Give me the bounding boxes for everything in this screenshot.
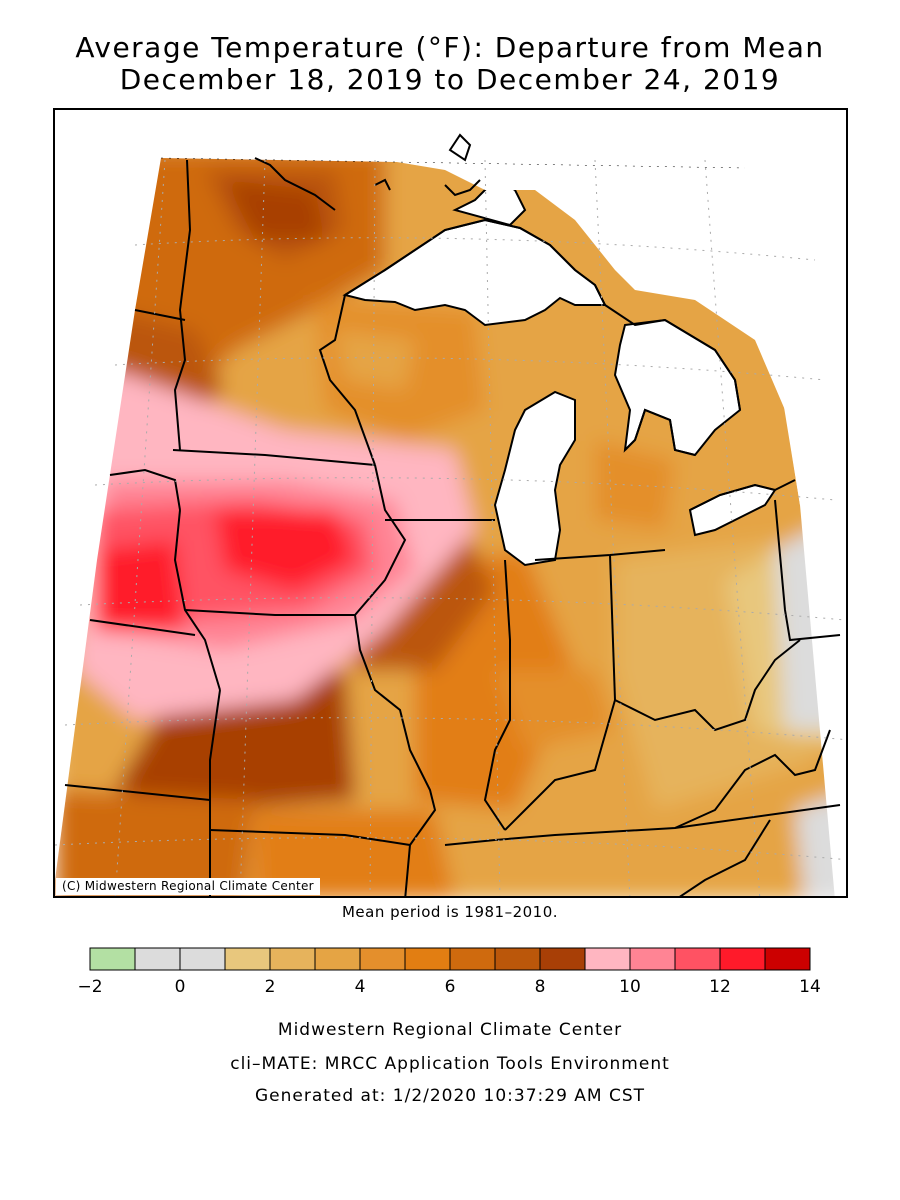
footer-organization: Midwestern Regional Climate Center [277, 1020, 623, 1040]
legend-swatch [539, 947, 586, 971]
wv-va [674, 729, 831, 829]
mo-east [354, 614, 437, 896]
ia-west [173, 509, 221, 691]
legend-tick-label: 8 [535, 977, 546, 997]
legend-swatch [359, 947, 406, 971]
map-panel: (C) Midwestern Regional Climate Center [53, 108, 848, 898]
legend-tick-label: 2 [265, 977, 276, 997]
ky-tn-border [444, 804, 841, 846]
footer-application: cli–MATE: MRCC Application Tools Environ… [230, 1054, 670, 1074]
oh-pa-border [774, 499, 841, 642]
legend-swatch [269, 947, 316, 971]
oh-in-ky-river [504, 639, 801, 831]
legend-swatch [179, 947, 226, 971]
mo-west [209, 689, 221, 896]
ia-wi-il-border [354, 464, 407, 616]
legend-tick-label: 12 [709, 977, 731, 997]
legend-swatch [764, 947, 811, 971]
legend-swatch [224, 947, 271, 971]
map-title-line-1: Average Temperature (°F): Departure from… [75, 31, 825, 64]
legend-swatch [674, 947, 721, 971]
state-boundaries [64, 159, 841, 896]
graticule [55, 159, 846, 896]
footer-generated-time: Generated at: 1/2/2020 10:37:29 AM CST [254, 1086, 646, 1106]
mn-ia-border [172, 449, 376, 466]
legend-swatches [89, 947, 811, 971]
legend-tick-label: 10 [619, 977, 641, 997]
nd-sd-border [134, 309, 186, 321]
map-copyright: (C) Midwestern Regional Climate Center [56, 878, 320, 895]
legend-tick-label: 0 [175, 977, 186, 997]
legend-swatch [719, 947, 766, 971]
legend-swatch [449, 947, 496, 971]
legend-tick-labels: −2 0 2 4 6 8 10 12 14 [77, 977, 820, 997]
map-title-line-2: December 18, 2019 to December 24, 2019 [119, 63, 781, 96]
coastlines [254, 133, 796, 511]
domain-outline [160, 157, 746, 169]
tn-south [679, 819, 771, 896]
mn-wi-border [318, 294, 376, 466]
lake-michigan [493, 390, 576, 567]
legend-swatch [404, 947, 451, 971]
legend-tick-label: −2 [77, 977, 102, 997]
in-oh-border [609, 554, 616, 701]
legend-tick-label: 6 [445, 977, 456, 997]
ks-ok-border [64, 784, 211, 801]
mean-period-note: Mean period is 1981–2010. [341, 903, 559, 921]
temperature-departure-map [55, 110, 846, 896]
legend-swatch [314, 947, 361, 971]
legend-swatch [89, 947, 136, 971]
mn-west-border [173, 159, 192, 451]
legend-swatch [134, 947, 181, 971]
ne-ks-border [89, 619, 196, 636]
legend-swatch [494, 947, 541, 971]
legend-swatch [584, 947, 631, 971]
mo-ar-border [209, 829, 411, 846]
sd-ne-border [109, 468, 181, 511]
il-in-border [483, 559, 511, 831]
legend-tick-label: 14 [799, 977, 821, 997]
ia-mo-border [184, 609, 355, 616]
color-legend: −2 0 2 4 6 8 10 12 14 [77, 947, 821, 997]
legend-swatch [629, 947, 676, 971]
legend-tick-label: 4 [355, 977, 366, 997]
unshaded-canada [385, 110, 846, 505]
